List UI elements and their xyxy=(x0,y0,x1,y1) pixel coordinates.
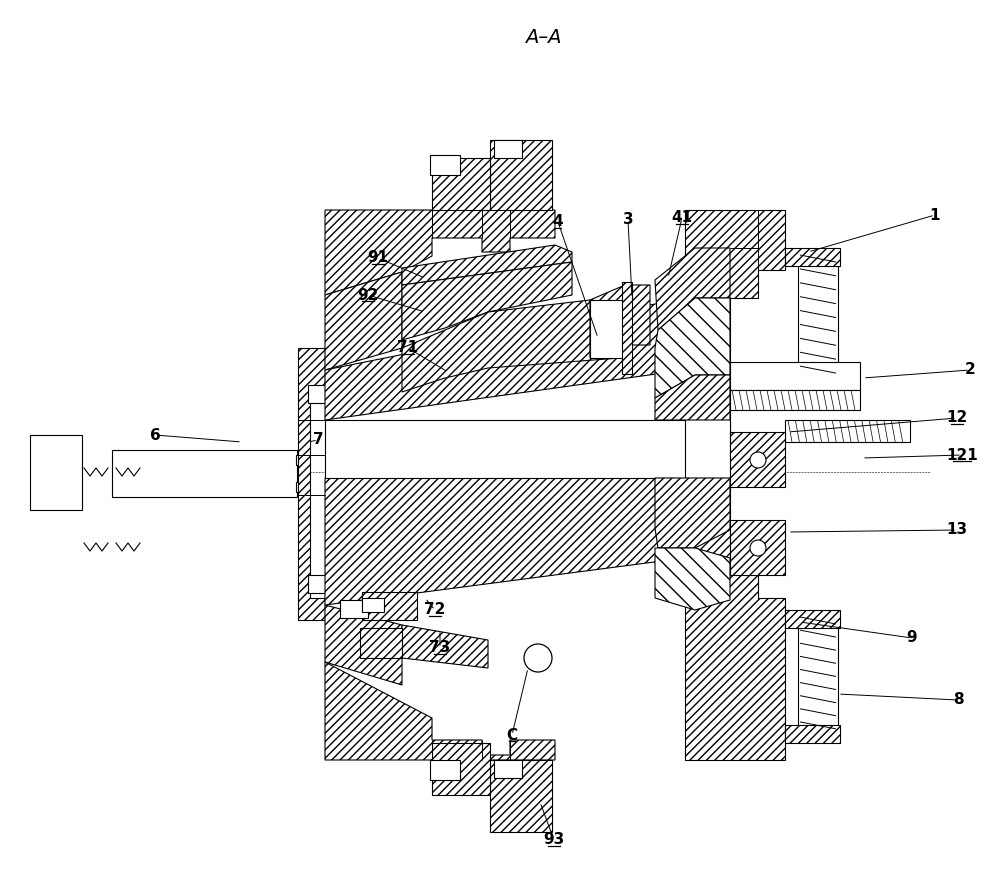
Polygon shape xyxy=(325,210,555,295)
Polygon shape xyxy=(655,548,730,610)
Text: 2: 2 xyxy=(965,362,975,377)
Polygon shape xyxy=(685,210,785,370)
Text: 121: 121 xyxy=(946,447,978,463)
Text: 93: 93 xyxy=(543,832,565,848)
Bar xyxy=(490,140,552,210)
Circle shape xyxy=(750,540,766,556)
Bar xyxy=(362,598,384,612)
Bar xyxy=(730,362,860,390)
Polygon shape xyxy=(655,248,730,330)
Text: C: C xyxy=(506,727,518,743)
Bar xyxy=(112,450,297,497)
Text: 6: 6 xyxy=(150,428,160,443)
Text: A–A: A–A xyxy=(525,28,561,47)
Bar xyxy=(785,610,840,628)
Text: 3: 3 xyxy=(623,213,633,228)
Text: 4: 4 xyxy=(553,214,563,229)
Bar xyxy=(432,743,490,795)
Bar xyxy=(785,420,910,442)
Bar xyxy=(785,370,840,388)
Bar xyxy=(430,155,460,175)
Bar xyxy=(685,375,730,478)
Polygon shape xyxy=(402,300,620,392)
Bar xyxy=(798,612,838,742)
Text: 72: 72 xyxy=(424,603,446,618)
Bar xyxy=(432,158,490,210)
Bar xyxy=(494,140,522,158)
Polygon shape xyxy=(402,245,572,285)
Bar xyxy=(340,600,368,618)
Bar xyxy=(490,760,552,832)
Bar xyxy=(785,248,840,266)
Polygon shape xyxy=(402,262,572,340)
Text: 13: 13 xyxy=(946,522,968,537)
Polygon shape xyxy=(655,478,730,548)
Polygon shape xyxy=(685,478,785,760)
Polygon shape xyxy=(325,272,402,370)
Bar xyxy=(362,592,417,620)
Polygon shape xyxy=(402,625,488,668)
Text: 12: 12 xyxy=(946,410,968,425)
Bar xyxy=(494,760,522,778)
Circle shape xyxy=(750,452,766,468)
Bar xyxy=(30,435,82,510)
Bar xyxy=(622,282,632,374)
Text: 71: 71 xyxy=(397,340,419,355)
Bar xyxy=(360,628,402,658)
Bar xyxy=(325,420,730,478)
Circle shape xyxy=(524,644,552,672)
Polygon shape xyxy=(325,662,555,760)
Polygon shape xyxy=(325,478,730,605)
Text: 91: 91 xyxy=(367,250,389,265)
Text: 9: 9 xyxy=(907,631,917,646)
Text: 73: 73 xyxy=(429,640,451,655)
Polygon shape xyxy=(655,298,730,398)
Bar xyxy=(785,725,840,743)
Bar xyxy=(430,760,460,780)
Polygon shape xyxy=(298,348,325,620)
Bar xyxy=(308,385,333,403)
Bar xyxy=(308,575,333,593)
Text: 7: 7 xyxy=(313,432,323,447)
Bar xyxy=(730,390,860,410)
Bar xyxy=(296,482,308,492)
Bar xyxy=(798,250,838,390)
Text: 1: 1 xyxy=(930,207,940,222)
Text: 92: 92 xyxy=(357,288,379,303)
Bar xyxy=(296,455,308,465)
Bar xyxy=(590,300,625,358)
Polygon shape xyxy=(655,375,730,420)
Polygon shape xyxy=(590,285,650,358)
Bar xyxy=(730,432,785,487)
Text: 41: 41 xyxy=(671,211,693,226)
Bar xyxy=(730,520,785,575)
Polygon shape xyxy=(325,298,730,420)
Polygon shape xyxy=(325,605,402,685)
Text: 8: 8 xyxy=(953,692,963,708)
